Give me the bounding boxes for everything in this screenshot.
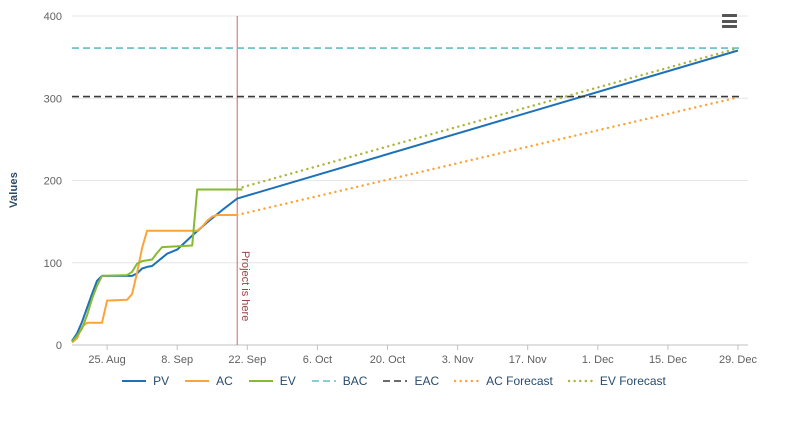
legend-label: AC Forecast <box>486 374 553 388</box>
legend-swatch-ac-forecast <box>454 379 481 383</box>
chart-plot-area: 0 100 200 300 400 25. Aug 8. Sep 22. Sep 6. Oct 2… <box>44 11 758 366</box>
legend-item-ac[interactable]: AC <box>184 374 233 388</box>
y-tick-label: 400 <box>44 11 62 23</box>
x-tick-label: 1. Dec <box>582 354 614 366</box>
legend-item-pv[interactable]: PV <box>121 374 169 388</box>
legend-label: AC <box>216 374 233 388</box>
legend-swatch-ac <box>185 380 210 382</box>
y-tick-label: 0 <box>56 340 62 352</box>
legend-item-ev-forecast[interactable]: EV Forecast <box>567 374 666 388</box>
legend-swatch-pv <box>122 380 147 382</box>
x-tick-label: 15. Dec <box>649 354 687 366</box>
legend-swatch-ev-forecast <box>567 379 594 383</box>
y-tick-label: 200 <box>44 176 62 188</box>
series-ev-forecast[interactable] <box>235 46 740 190</box>
x-tick-label: 8. Sep <box>161 354 193 366</box>
legend-swatch-eac <box>383 380 408 382</box>
legend-label: PV <box>153 374 170 388</box>
legend-item-eac[interactable]: EAC <box>382 374 439 388</box>
legend-label: BAC <box>342 374 368 388</box>
series-ac[interactable] <box>71 214 238 344</box>
legend-item-ev[interactable]: EV <box>248 374 296 388</box>
legend-label: EV Forecast <box>599 374 666 388</box>
x-tick-label: 3. Nov <box>442 354 474 366</box>
x-tick-label: 25. Aug <box>88 354 125 366</box>
legend-item-ac-forecast[interactable]: AC Forecast <box>454 374 553 388</box>
y-tick-label: 300 <box>44 93 62 105</box>
series-ev[interactable] <box>71 188 243 343</box>
project-plot-line-label: Project is here <box>239 251 251 322</box>
x-tick-label: 17. Nov <box>509 354 547 366</box>
chart-context-menu-button[interactable] <box>717 10 741 32</box>
x-tick-label: 22. Sep <box>228 354 266 366</box>
legend-label: EV <box>279 374 296 388</box>
y-tick-label: 100 <box>44 258 62 270</box>
y-axis-title: Values <box>8 171 20 208</box>
x-tick-label: 29. Dec <box>719 354 757 366</box>
series-pv[interactable] <box>71 49 739 342</box>
x-tick-label: 20. Oct <box>370 354 405 366</box>
legend-item-bac[interactable]: BAC <box>311 374 368 388</box>
legend-label: EAC <box>414 374 440 388</box>
legend-swatch-bac <box>311 380 336 382</box>
hamburger-menu-icon <box>721 12 737 31</box>
chart-legend: PV AC EV BAC EAC AC Forecast EV Forecast <box>0 374 787 388</box>
x-tick-label: 6. Oct <box>303 354 332 366</box>
series-ac-forecast[interactable] <box>235 96 740 217</box>
legend-swatch-ev <box>248 380 273 382</box>
